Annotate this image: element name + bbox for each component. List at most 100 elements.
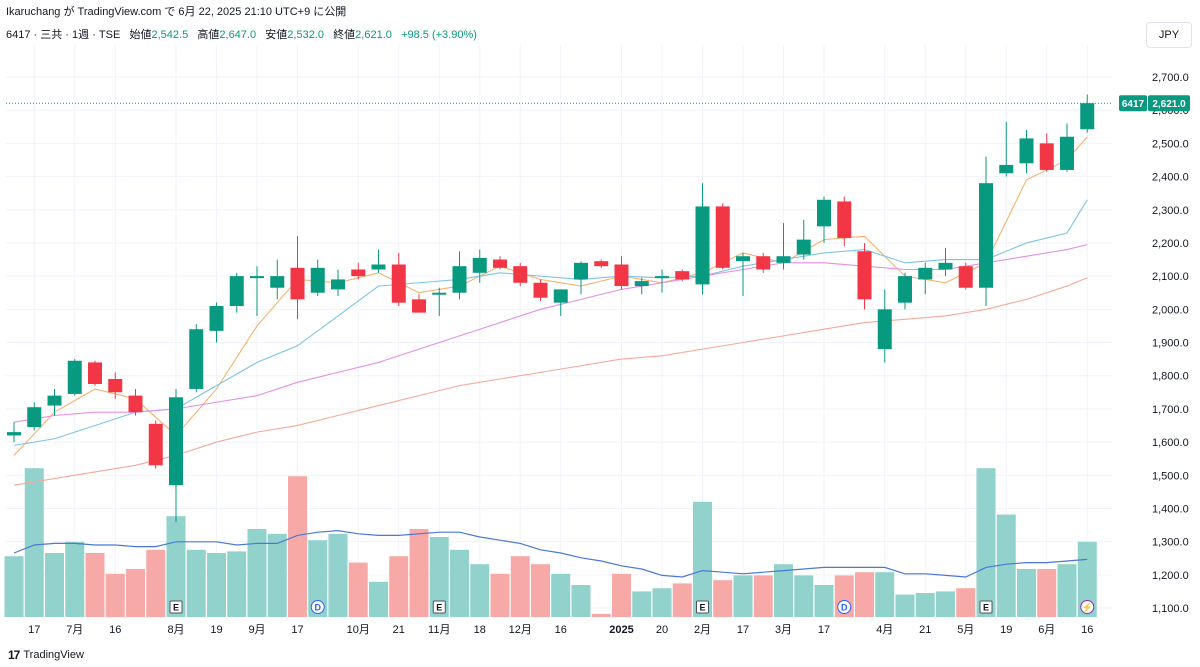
- volume-bar: [794, 575, 814, 617]
- volume-bar: [308, 540, 328, 617]
- event-marker-earnings[interactable]: E: [696, 600, 709, 614]
- candle-body: [169, 397, 183, 486]
- price-tick-label: 1,400.0: [1152, 503, 1189, 515]
- event-marker-earnings[interactable]: E: [432, 600, 446, 614]
- volume-bar: [45, 553, 64, 617]
- symbol-badge-label: 6417: [1122, 99, 1145, 110]
- volume-bar: [510, 556, 530, 617]
- time-tick-label: 8月: [167, 624, 184, 636]
- candle-body: [331, 279, 345, 290]
- candle-body: [979, 183, 993, 288]
- time-tick-label: 19: [210, 624, 222, 636]
- time-tick-label: 2025: [609, 624, 633, 636]
- candle-body: [27, 407, 42, 428]
- volume-bar: [389, 556, 409, 617]
- price-tick-label: 1,200.0: [1152, 570, 1189, 582]
- volume-bar: [227, 551, 247, 617]
- candle-body: [918, 267, 933, 280]
- volume-bar: [470, 564, 490, 617]
- marker-label: E: [699, 603, 705, 613]
- volume-bar: [571, 585, 591, 617]
- event-marker-earnings[interactable]: E: [979, 600, 993, 614]
- marker-label: ⚡: [1082, 602, 1093, 614]
- candle-body: [270, 276, 285, 288]
- volume-bar: [612, 573, 631, 617]
- price-tick-label: 2,100.0: [1152, 271, 1189, 283]
- event-marker-dividend[interactable]: D: [310, 600, 325, 614]
- time-tick-label: 5月: [957, 624, 974, 636]
- candle-body: [796, 239, 811, 255]
- price-badge-bg: [1148, 95, 1190, 112]
- price-badge-label: 2,621.0: [1152, 99, 1186, 110]
- candle-body: [999, 164, 1014, 174]
- price-axis[interactable]: 1,100.0 1,200.0 1,300.0 1,400.0 1,500.0 1,600…: [1119, 72, 1190, 615]
- volume-bar: [1077, 541, 1097, 617]
- candle-body: [310, 267, 325, 293]
- volume-bar: [186, 549, 206, 617]
- candle-body: [128, 395, 143, 413]
- candle-body: [736, 256, 750, 262]
- volume-bar: [632, 591, 652, 617]
- candle-body: [67, 360, 82, 394]
- candle-body: [391, 264, 406, 303]
- high-value: 2,647.0: [219, 29, 257, 41]
- time-tick-label: 21: [393, 624, 405, 636]
- marker-circle: [310, 600, 325, 614]
- marker-box: [696, 600, 709, 614]
- time-tick-label: 21: [919, 624, 931, 636]
- volume-bars: [4, 468, 1097, 617]
- event-marker-split[interactable]: ⚡: [1080, 600, 1095, 614]
- volume-bar: [976, 468, 996, 617]
- time-tick-label: 9月: [248, 624, 265, 636]
- time-tick-label: 16: [555, 624, 567, 636]
- last-price-badge: 6417 2,621.0: [1119, 95, 1190, 112]
- volume-bar: [591, 613, 611, 617]
- marker-label: E: [173, 603, 179, 613]
- volume-bar: [4, 556, 24, 617]
- candle-body: [412, 299, 426, 313]
- candle-body: [250, 276, 264, 279]
- candle-body: [1060, 136, 1074, 170]
- marker-box: [432, 600, 446, 614]
- volume-bar: [531, 564, 550, 617]
- event-marker-earnings[interactable]: E: [169, 600, 183, 614]
- open-value: 2,542.5: [151, 29, 189, 41]
- candle-body: [371, 264, 386, 270]
- ma-line-ma13: [13, 199, 1088, 446]
- volume-bar: [895, 594, 915, 617]
- candle-body: [533, 282, 548, 298]
- volume-bar: [915, 593, 935, 617]
- brand-label: TradingView: [23, 649, 84, 661]
- time-tick-label: 2月: [694, 624, 711, 636]
- marker-label: E: [436, 603, 442, 613]
- candle-body: [189, 329, 204, 389]
- candle-body: [776, 256, 791, 263]
- volume-bar: [814, 585, 834, 617]
- price-tick-label: 1,300.0: [1152, 537, 1189, 549]
- volume-bar: [450, 549, 469, 617]
- volume-ma-line: [13, 529, 1088, 578]
- candle-body: [675, 271, 690, 280]
- high-label: 高値: [197, 29, 220, 41]
- volume-bar: [348, 562, 368, 617]
- candle-body: [898, 276, 912, 303]
- published-info: Ikaruchang が TradingView.com で 6月 22, 20…: [6, 6, 347, 18]
- change-value: +98.5 (+3.90%): [401, 29, 477, 41]
- volume-bar: [288, 476, 307, 617]
- price-tick-label: 1,500.0: [1152, 470, 1189, 482]
- event-markers[interactable]: E D E E D E ⚡: [169, 600, 1095, 614]
- event-marker-dividend[interactable]: D: [837, 600, 852, 614]
- volume-bar: [369, 581, 388, 617]
- time-tick-label: 17: [737, 624, 749, 636]
- candle-body: [229, 276, 244, 306]
- volume-bar: [956, 588, 976, 617]
- tradingview-footer[interactable]: 17 TradingView: [8, 648, 84, 662]
- time-tick-label: 4月: [876, 624, 893, 636]
- volume-bar: [490, 573, 510, 617]
- time-axis[interactable]: 17 7月 16 8月 19 9月 17 10月 21 11月 18 12月 16 2025 20 2月 17 3…: [28, 624, 1093, 636]
- currency-button[interactable]: JPY: [1146, 22, 1192, 48]
- time-tick-label: 19: [1000, 624, 1012, 636]
- volume-bar: [24, 468, 44, 617]
- open-label: 始値: [129, 29, 152, 41]
